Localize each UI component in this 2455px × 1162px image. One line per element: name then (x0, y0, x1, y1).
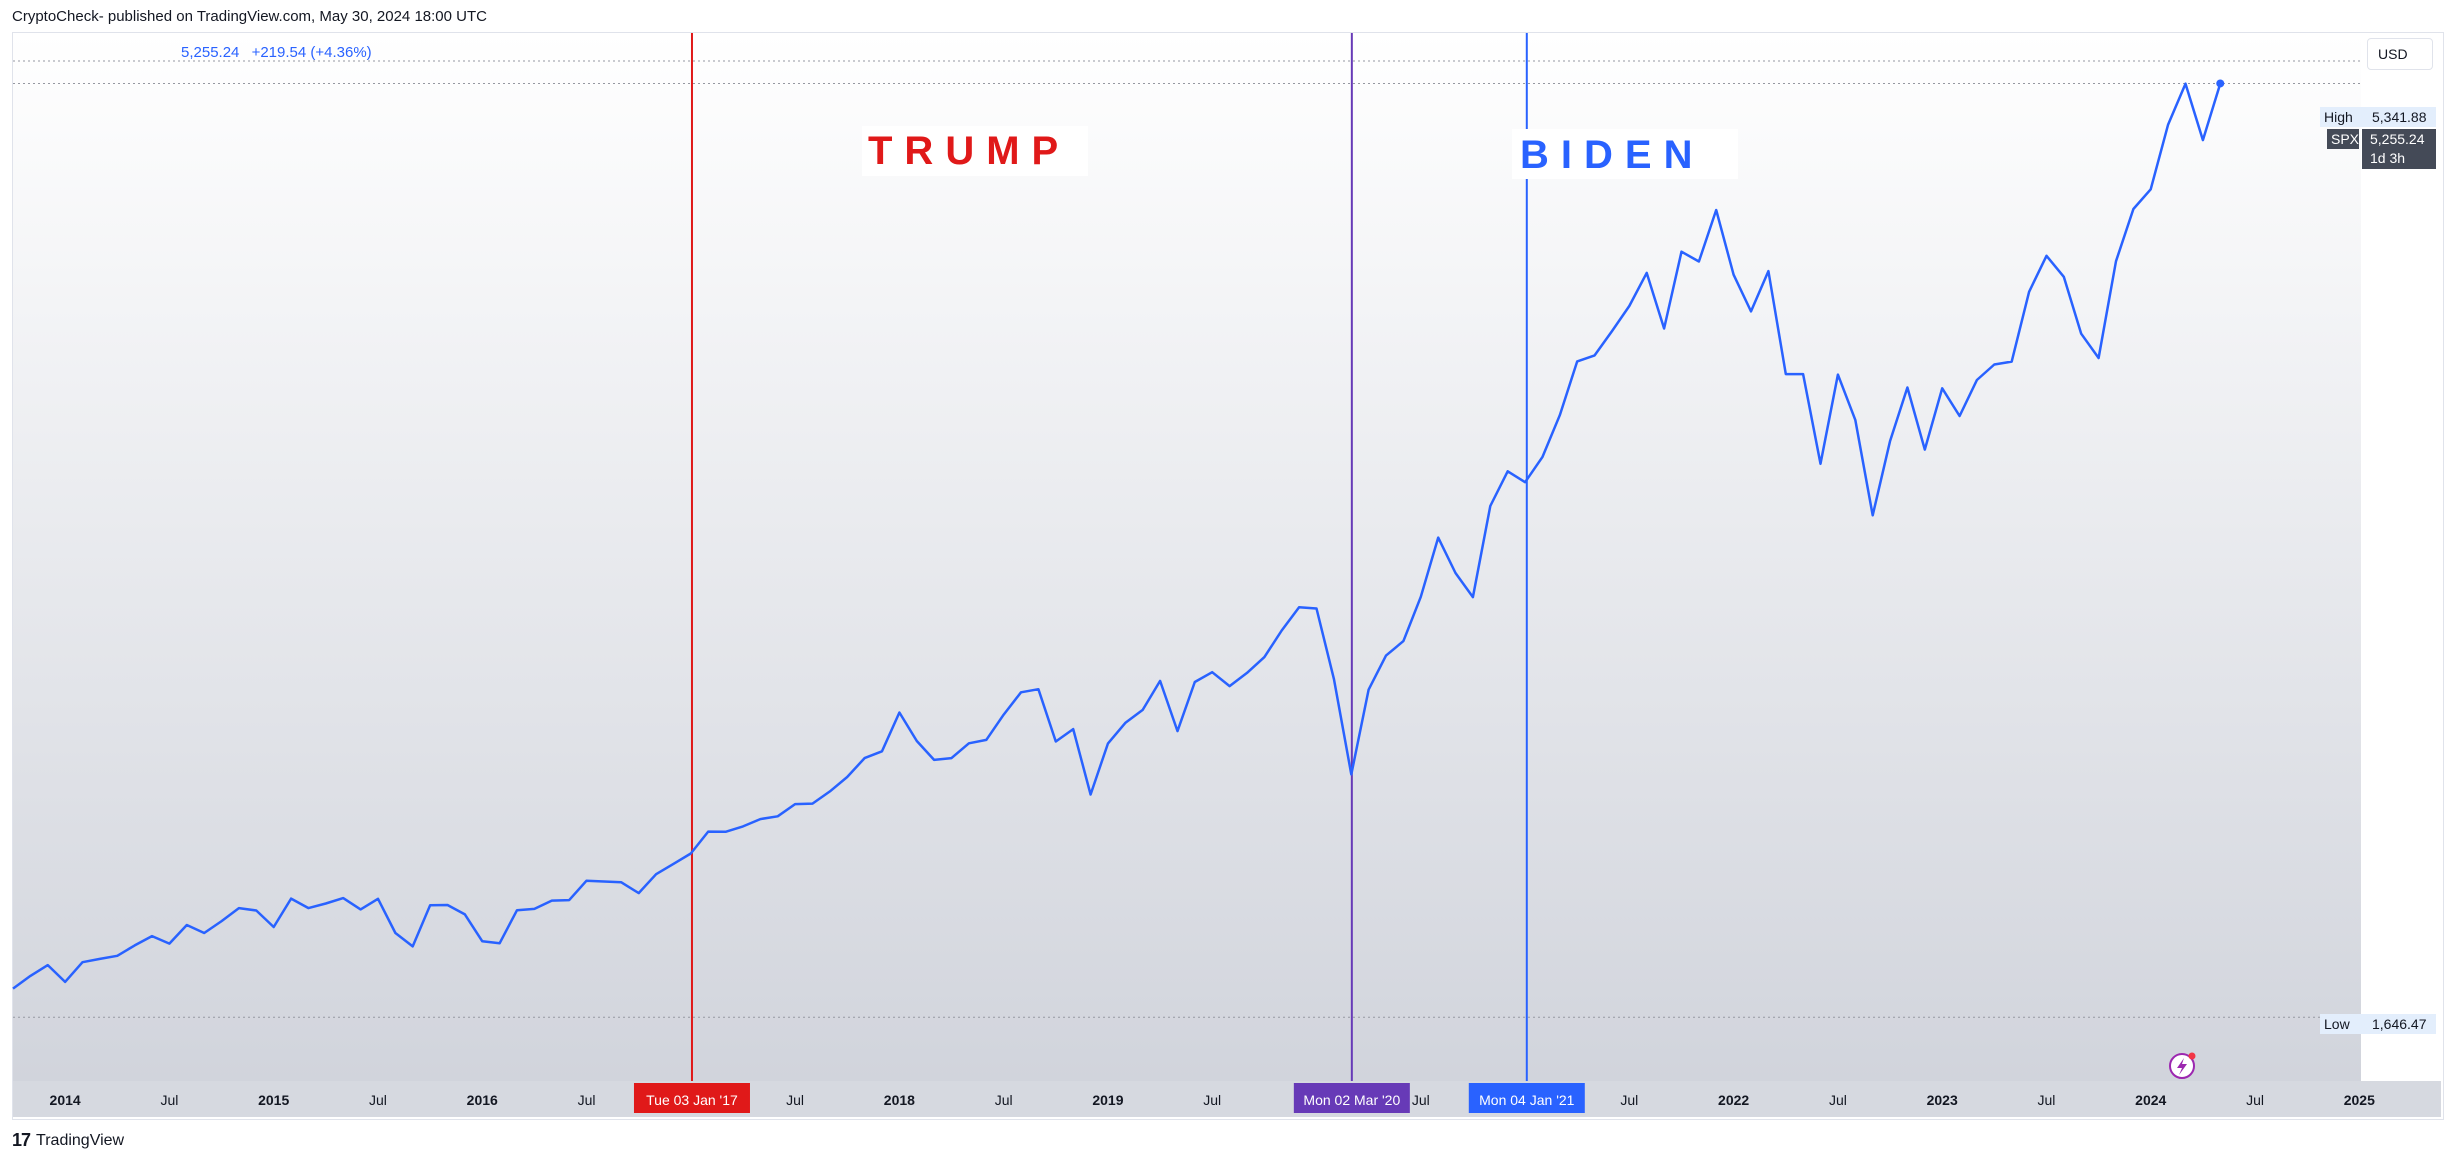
x-tick-label: 2016 (467, 1092, 498, 1108)
tradingview-brand: TradingView (36, 1131, 125, 1149)
x-tick-label: Jul (1620, 1092, 1638, 1108)
x-tick-label: 2025 (2344, 1092, 2375, 1108)
y-tick-label: 1,800.00 (2378, 969, 2433, 985)
x-tick-label: 2014 (50, 1092, 81, 1108)
y-tick-label: 3,200.00 (2378, 607, 2433, 623)
biden-date-label: Mon 04 Jan '21 (1479, 1092, 1575, 1108)
x-tick-label: 2019 (1092, 1092, 1123, 1108)
y-tick-label: 2,800.00 (2378, 711, 2433, 727)
y-tick-label: 4,400.00 (2378, 297, 2433, 313)
y-tick-label: 3,400.00 (2378, 555, 2433, 571)
x-tick-label: Jul (995, 1092, 1013, 1108)
y-tick-label: 3,800.00 (2378, 452, 2433, 468)
y-tick-label: 4,600.00 (2378, 245, 2433, 261)
current-price: 5,255.24 (181, 44, 240, 61)
trump-label-box: TRUMP (862, 126, 1088, 176)
y-tick-label: 4,000.00 (2378, 400, 2433, 416)
x-tick-label: Jul (1203, 1092, 1221, 1108)
y-tick-label: 2,200.00 (2378, 866, 2433, 882)
x-tick-label: Jul (578, 1092, 596, 1108)
x-tick-label: Jul (786, 1092, 804, 1108)
covid-date-badge: Mon 02 Mar '20 (1293, 1083, 1410, 1113)
low-value: 1,646.47 (2372, 1016, 2427, 1032)
biden-label: BIDEN (1520, 133, 1704, 177)
y-tick-label: 2,600.00 (2378, 762, 2433, 778)
y-tick-label: 2,400.00 (2378, 814, 2433, 830)
tradingview-logo-icon: 17 (12, 1130, 31, 1150)
tradingview-logo[interactable]: 17 TradingView (12, 1130, 124, 1151)
trump-date-label: Tue 03 Jan '17 (646, 1092, 738, 1108)
spx-price-line (12, 82, 2222, 990)
x-tick-label: 2022 (1718, 1092, 1749, 1108)
y-tick-label: 2,000.00 (2378, 918, 2433, 934)
last-price-dot (2216, 79, 2225, 88)
price-change: +219.54 (+4.36%) (251, 44, 372, 61)
currency-button[interactable]: USD (2367, 38, 2433, 70)
price-scale-background (2361, 33, 2441, 1081)
x-tick-label: 2023 (1927, 1092, 1958, 1108)
x-tick-label: Jul (2246, 1092, 2264, 1108)
high-badge: High 5,341.88 (2320, 107, 2436, 127)
chart-background (13, 33, 2361, 1081)
biden-label-box: BIDEN (1512, 129, 1738, 179)
y-tick-label: 4,800.00 (2378, 193, 2433, 209)
y-tick-label: 4,200.00 (2378, 348, 2433, 364)
biden-date-badge: Mon 04 Jan '21 (1468, 1083, 1585, 1113)
lightning-icon[interactable] (2169, 1052, 2196, 1079)
high-label: High (2324, 109, 2353, 125)
x-tick-label: Jul (1412, 1092, 1430, 1108)
trump-date-badge: Tue 03 Jan '17 (633, 1083, 750, 1113)
symbol-label: SPX (2331, 131, 2360, 147)
x-tick-label: 2018 (884, 1092, 915, 1108)
time-scale-background (13, 1081, 2441, 1117)
y-tick-label: 3,600.00 (2378, 504, 2433, 520)
trump-label: TRUMP (868, 129, 1070, 173)
low-label: Low (2324, 1016, 2351, 1032)
price-change-header: 5,255.24 +219.54 (+4.36%) (181, 44, 380, 61)
x-tick-label: Jul (160, 1092, 178, 1108)
y-tick-label: 3,000.00 (2378, 659, 2433, 675)
covid-date-label: Mon 02 Mar '20 (1303, 1092, 1400, 1108)
x-tick-label: Jul (2038, 1092, 2056, 1108)
x-tick-label: 2015 (258, 1092, 289, 1108)
chart-frame (12, 32, 2444, 1120)
publish-header: CryptoCheck- published on TradingView.co… (12, 8, 487, 25)
low-badge: Low 1,646.47 (2320, 1014, 2436, 1034)
last-price-value: 5,255.24 (2370, 131, 2425, 147)
last-price-badge: SPX 5,255.24 1d 3h (2327, 129, 2436, 169)
high-value: 5,341.88 (2372, 109, 2427, 125)
bar-countdown: 1d 3h (2370, 150, 2405, 166)
x-tick-label: Jul (1829, 1092, 1847, 1108)
x-tick-label: 2024 (2135, 1092, 2166, 1108)
x-tick-label: Jul (369, 1092, 387, 1108)
